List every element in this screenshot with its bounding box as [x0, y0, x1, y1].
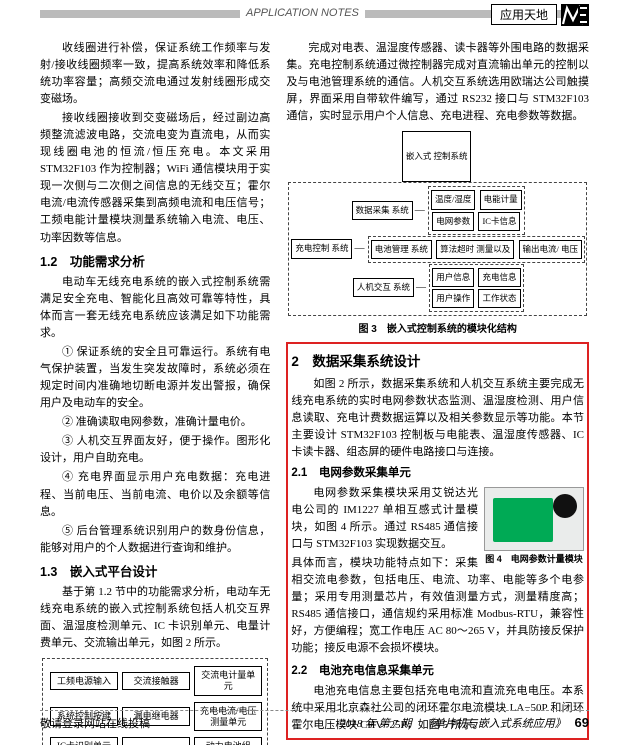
fig3-hmi: 人机交互 系统 — [353, 278, 414, 297]
section-1-2-heading: 1.2 功能需求分析 — [40, 253, 270, 272]
fig3-ic: IC卡信息 — [478, 212, 520, 231]
footer-left: 敬请登录网站在线投稿 — [40, 715, 150, 731]
figure-2-diagram: 工频电源输入 交流接触器 交流电计量单元 系统控制按键 漏电继电器 充电电流/电… — [40, 654, 270, 745]
header-application-notes: APPLICATION NOTES — [240, 7, 365, 19]
section-2-2-heading: 2.2 电池充电信息采集单元 — [291, 663, 584, 681]
fig3-charge-ctrl: 充电控制 系统 — [291, 239, 352, 258]
left-para-1: 收线圈进行补偿，保证系统工作频率与发射/接收线圈频率一致，提高系统效率和降低系统… — [40, 40, 270, 108]
section-2-heading: 2 数据采集系统设计 — [291, 352, 584, 373]
fig3-energy: 电能计量 — [480, 190, 522, 209]
fig2-box-battery: 动力电池组 — [194, 737, 262, 745]
left-column: 收线圈进行补偿，保证系统工作频率与发射/接收线圈频率一致，提高系统效率和降低系统… — [40, 40, 270, 695]
left-para-2: 接收线圈接收到交变磁场后，经过副边高频整流滤波电路，交流电变为直流电，从而实现线… — [40, 110, 270, 246]
fig3-charge-info: 充电信息 — [478, 268, 520, 287]
req-item-3: ③ 人机交互界面友好，便于操作。图形化设计，用户自助充电。 — [40, 433, 270, 467]
req-item-1: ① 保证系统的安全且可靠运行。系统有电气保护装置，当发生突发故障时，系统必须在规… — [40, 344, 270, 412]
right-para-2: 如图 2 所示，数据采集系统和人机交互系统主要完成无线充电系统的实时电网参数状态… — [291, 376, 584, 461]
two-column-body: 收线圈进行补偿，保证系统工作频率与发射/接收线圈频率一致，提高系统效率和降低系统… — [40, 40, 589, 695]
section-1-3-heading: 1.3 嵌入式平台设计 — [40, 563, 270, 582]
req-item-4: ④ 充电界面显示用户充电数据：充电进程、当前电压、当前电流、电价以及余额等信息。 — [40, 469, 270, 520]
fig2-box-ac-meter: 交流电计量单元 — [194, 666, 262, 696]
figure-4-caption: 图 4 电网参数计量模块 — [484, 553, 584, 567]
figure-3-caption: 图 3 嵌入式控制系统的模块化结构 — [286, 322, 589, 338]
figure-3-diagram: 嵌入式 控制系统 数据采集 系统— 温度/湿度 电能计量 电网参数 IC卡信息 … — [286, 127, 589, 320]
me-logo-icon — [561, 4, 589, 26]
fig2-box-ac-contactor: 交流接触器 — [122, 672, 190, 691]
fig3-temp: 温度/湿度 — [431, 190, 475, 209]
right-column: 完成对电表、温湿度传感器、读卡器等外围电路的数据采集。充电控制系统通过微控制器完… — [286, 40, 589, 695]
fig3-out-iv: 输出电流/ 电压 — [519, 240, 583, 259]
fig3-status: 工作状态 — [478, 289, 520, 308]
left-para-4: 基于第 1.2 节中的功能需求分析，电动车无线充电系统的嵌入式控制系统包括人机交… — [40, 584, 270, 652]
left-para-3: 电动车无线充电系统的嵌入式控制系统需满足安全充电、智能化且高效可靠等特性，具体而… — [40, 274, 270, 342]
fig2-box-power-in: 工频电源输入 — [50, 672, 118, 691]
right-para-1: 完成对电表、温湿度传感器、读卡器等外围电路的数据采集。充电控制系统通过微控制器完… — [286, 40, 589, 125]
footer-journal: 《单片机与嵌入式系统应用》 — [423, 718, 566, 730]
fig3-embedded-system: 嵌入式 控制系统 — [402, 131, 472, 182]
fig3-user: 用户信息 — [432, 268, 474, 287]
page-number: 69 — [575, 715, 589, 730]
fig3-data-acq: 数据采集 系统 — [352, 201, 413, 220]
figure-4-image — [484, 487, 584, 551]
fig3-bms: 电池管理 系统 — [371, 240, 432, 259]
header-cn-title-box: 应用天地 — [491, 4, 557, 25]
section-2-1-heading: 2.1 电网参数采集单元 — [291, 465, 584, 483]
req-item-2: ② 准确读取电网参数，准确计量电价。 — [40, 414, 270, 431]
right-para-3b: 具体而言，模块功能特点如下：采集相交流电参数，包括电压、电流、功率、电能等多个电… — [291, 555, 584, 657]
fig3-op: 用户操作 — [432, 289, 474, 308]
fig3-grid: 电网参数 — [432, 212, 474, 231]
footer-right: 2018 年 第 7 期 《单片机与嵌入式系统应用》 69 — [340, 715, 589, 731]
figure-4: 图 4 电网参数计量模块 — [484, 487, 584, 567]
req-item-5: ⑤ 后台管理系统识别用户的数身份信息，能够对用户的个人数据进行查询和维护。 — [40, 523, 270, 557]
fig3-alg: 算法超时 测量以及 — [436, 240, 514, 259]
fig2-box-ic: IC卡识别单元 — [50, 737, 118, 745]
highlighted-section-2: 2 数据采集系统设计 如图 2 所示，数据采集系统和人机交互系统主要完成无线充电… — [286, 342, 589, 740]
fig2-box-stm32: STM32F103 控制器 — [122, 737, 190, 745]
page-footer: 敬请登录网站在线投稿 2018 年 第 7 期 《单片机与嵌入式系统应用》 69 — [40, 710, 589, 731]
footer-issue: 2018 年 第 7 期 — [340, 718, 412, 730]
fig4-wrap: 图 4 电网参数计量模块 电网参数采集模块采用艾锐达光电公司的 IM1227 单… — [291, 485, 584, 659]
page: APPLICATION NOTES 应用天地 收线圈进行补偿，保证系统工作频率与… — [0, 0, 619, 745]
page-header: APPLICATION NOTES 应用天地 — [40, 10, 589, 32]
